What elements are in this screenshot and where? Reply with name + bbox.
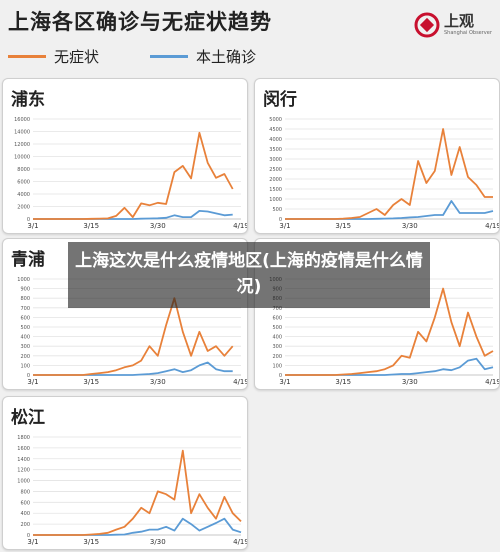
y-tick-label: 400 <box>20 335 30 341</box>
chart-title: 浦东 <box>11 90 45 110</box>
y-tick-label: 200 <box>20 354 30 360</box>
page-title: 上海各区确诊与无症状趋势 <box>8 10 272 34</box>
y-tick-label: 200 <box>272 354 282 360</box>
y-tick-label: 3500 <box>269 147 282 153</box>
series-line-confirmed <box>33 517 242 536</box>
series-line-asymptomatic <box>33 297 234 376</box>
chart-panel-songjiang: 松江 0 200 400 600 800 1000 1200 1400 1600 1800 3/1 3… <box>2 396 248 550</box>
y-tick-label: 8000 <box>17 167 30 173</box>
y-tick-label: 12000 <box>14 142 30 148</box>
y-tick-label: 600 <box>20 500 30 506</box>
shangguan-logo: 上观 Shanghai Observer <box>414 10 494 44</box>
y-tick-label: 3000 <box>269 157 282 163</box>
chart-panel-minhang: 闵行 0 500 1000 1500 2000 2500 3000 3500 4000 4500 5… <box>254 78 500 234</box>
y-tick-label: 500 <box>20 325 30 331</box>
y-tick-label: 200 <box>20 522 30 528</box>
logo-text: 上观 <box>444 12 475 30</box>
y-tick-label: 2500 <box>269 167 282 173</box>
x-tick-label: 3/15 <box>83 538 99 546</box>
x-tick-label: 3/1 <box>279 222 290 230</box>
legend-label-confirmed: 本土确诊 <box>196 47 257 66</box>
x-tick-label: 3/15 <box>83 222 99 230</box>
y-tick-label: 1000 <box>17 479 30 485</box>
x-tick-label: 3/30 <box>402 222 418 230</box>
y-tick-label: 0 <box>279 373 282 379</box>
x-tick-label: 3/15 <box>335 222 351 230</box>
legend-item-asymptomatic: 无症状 <box>8 46 99 66</box>
x-tick-label: 3/30 <box>402 378 418 386</box>
y-tick-label: 1800 <box>17 435 30 441</box>
y-tick-label: 4500 <box>269 127 282 133</box>
x-tick-label: 3/30 <box>150 538 166 546</box>
y-tick-label: 4000 <box>269 137 282 143</box>
y-tick-label: 800 <box>20 489 30 495</box>
logo-mark-icon <box>414 12 440 38</box>
chart-title: 松江 <box>11 408 45 428</box>
legend-swatch-asymptomatic <box>8 54 46 58</box>
x-tick-label: 4/19 <box>233 538 247 546</box>
x-tick-label: 3/1 <box>27 378 38 386</box>
y-tick-label: 700 <box>272 306 282 312</box>
x-tick-label: 4/19 <box>485 222 499 230</box>
x-tick-label: 4/19 <box>485 378 499 386</box>
y-tick-label: 600 <box>20 315 30 321</box>
y-tick-label: 700 <box>20 306 30 312</box>
y-tick-label: 800 <box>20 296 30 302</box>
y-tick-label: 1000 <box>269 197 282 203</box>
y-tick-label: 0 <box>27 373 30 379</box>
logo-subtext: Shanghai Observer <box>444 30 492 36</box>
chart-title: 青浦 <box>11 250 45 270</box>
y-tick-label: 500 <box>272 325 282 331</box>
y-tick-label: 5000 <box>269 117 282 123</box>
x-tick-label: 3/30 <box>150 378 166 386</box>
chart-svg: 0 2000 4000 6000 8000 10000 12000 14000 16000 3/1… <box>14 117 247 230</box>
x-tick-label: 3/1 <box>27 222 38 230</box>
legend-swatch-confirmed <box>150 54 188 58</box>
chart-title: 闵行 <box>263 90 297 110</box>
series-line-asymptomatic <box>33 131 234 220</box>
y-tick-label: 300 <box>20 344 30 350</box>
x-tick-label: 4/19 <box>233 222 247 230</box>
y-tick-label: 400 <box>272 335 282 341</box>
y-tick-label: 1400 <box>17 457 30 463</box>
headline-overlay: 上海这次是什么疫情地区(上海的疫情是什么情况) <box>68 242 430 308</box>
y-tick-label: 300 <box>272 344 282 350</box>
y-tick-label: 0 <box>27 533 30 539</box>
y-tick-label: 400 <box>20 511 30 517</box>
x-tick-label: 3/1 <box>27 538 38 546</box>
y-tick-label: 1000 <box>17 277 30 283</box>
y-tick-label: 4000 <box>17 192 30 198</box>
legend-item-confirmed: 本土确诊 <box>150 46 256 66</box>
y-tick-label: 600 <box>272 315 282 321</box>
x-tick-label: 3/15 <box>83 378 99 386</box>
x-tick-label: 3/15 <box>335 378 351 386</box>
series-line-asymptomatic <box>285 128 493 220</box>
y-tick-label: 900 <box>20 287 30 293</box>
y-tick-label: 10000 <box>14 155 30 161</box>
y-tick-label: 1200 <box>17 468 30 474</box>
chart-panel-pudong: 浦东 0 2000 4000 6000 8000 10000 12000 14000 16000… <box>2 78 248 234</box>
y-tick-label: 100 <box>20 363 30 369</box>
y-tick-label: 2000 <box>269 177 282 183</box>
series-line-asymptomatic <box>285 287 494 376</box>
y-tick-label: 1600 <box>17 446 30 452</box>
x-tick-label: 3/1 <box>279 378 290 386</box>
y-tick-label: 16000 <box>14 117 30 123</box>
x-tick-label: 3/30 <box>150 222 166 230</box>
series-line-asymptomatic <box>33 449 242 536</box>
legend-label-asymptomatic: 无症状 <box>54 47 100 66</box>
y-tick-label: 0 <box>27 217 30 223</box>
y-tick-label: 2000 <box>17 205 30 211</box>
chart-svg: 0 500 1000 1500 2000 2500 3000 3500 4000 4500 5000… <box>269 117 499 230</box>
y-tick-label: 100 <box>272 363 282 369</box>
x-tick-label: 4/19 <box>233 378 247 386</box>
y-tick-label: 1500 <box>269 187 282 193</box>
y-tick-label: 0 <box>279 217 282 223</box>
y-tick-label: 500 <box>272 207 282 213</box>
y-tick-label: 6000 <box>17 180 30 186</box>
chart-svg: 0 200 400 600 800 1000 1200 1400 1600 1800 3/1 3/15… <box>17 435 247 546</box>
y-tick-label: 14000 <box>14 130 30 136</box>
